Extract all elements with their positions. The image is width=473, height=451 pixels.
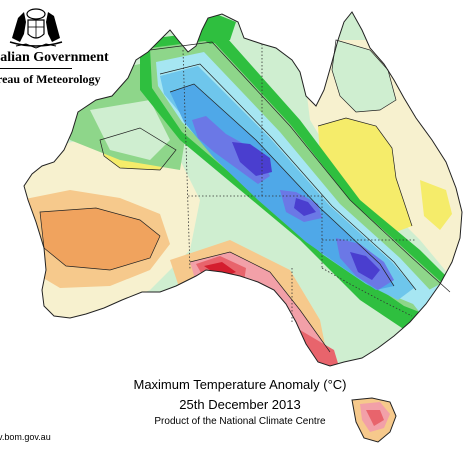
map-credit: Product of the National Climate Centre bbox=[154, 416, 326, 427]
website-link[interactable]: v.bom.gov.au bbox=[0, 432, 51, 442]
header-divider bbox=[0, 68, 72, 69]
government-name: ralian Government bbox=[0, 50, 109, 65]
mainland-outline bbox=[23, 11, 463, 367]
coat-of-arms-icon bbox=[9, 8, 63, 49]
tasmania bbox=[351, 397, 397, 443]
map-date: 25th December 2013 bbox=[179, 397, 301, 412]
map-title: Maximum Temperature Anomaly (°C) bbox=[133, 377, 347, 392]
state-borders bbox=[182, 44, 416, 322]
agency-name: reau of Meteorology bbox=[0, 72, 101, 86]
anomaly-contours bbox=[39, 39, 451, 353]
